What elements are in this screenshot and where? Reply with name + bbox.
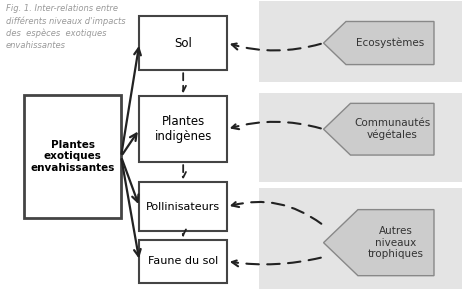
Text: Sol: Sol	[174, 37, 192, 50]
Text: Pollinisateurs: Pollinisateurs	[146, 202, 220, 212]
FancyBboxPatch shape	[139, 16, 227, 70]
Polygon shape	[324, 103, 434, 155]
Bar	[259, 188, 462, 289]
Text: Faune du sol: Faune du sol	[148, 256, 218, 266]
FancyBboxPatch shape	[139, 240, 227, 283]
FancyBboxPatch shape	[25, 95, 121, 218]
Text: Communautés
végétales: Communautés végétales	[354, 118, 430, 140]
Text: Autres
niveaux
trophiques: Autres niveaux trophiques	[368, 226, 424, 259]
Bar	[259, 93, 462, 182]
Polygon shape	[324, 210, 434, 276]
FancyBboxPatch shape	[139, 182, 227, 231]
Text: Ecosystèmes: Ecosystèmes	[356, 38, 424, 48]
Polygon shape	[324, 21, 434, 65]
Text: Plantes
indigènes: Plantes indigènes	[155, 115, 212, 143]
Bar	[259, 1, 462, 82]
FancyBboxPatch shape	[139, 96, 227, 162]
Text: Fig. 1. Inter-relations entre
différents niveaux d'impacts
des  espèces  exotiqu: Fig. 1. Inter-relations entre différents…	[6, 4, 125, 50]
Text: Plantes
exotiques
envahissantes: Plantes exotiques envahissantes	[31, 140, 115, 173]
